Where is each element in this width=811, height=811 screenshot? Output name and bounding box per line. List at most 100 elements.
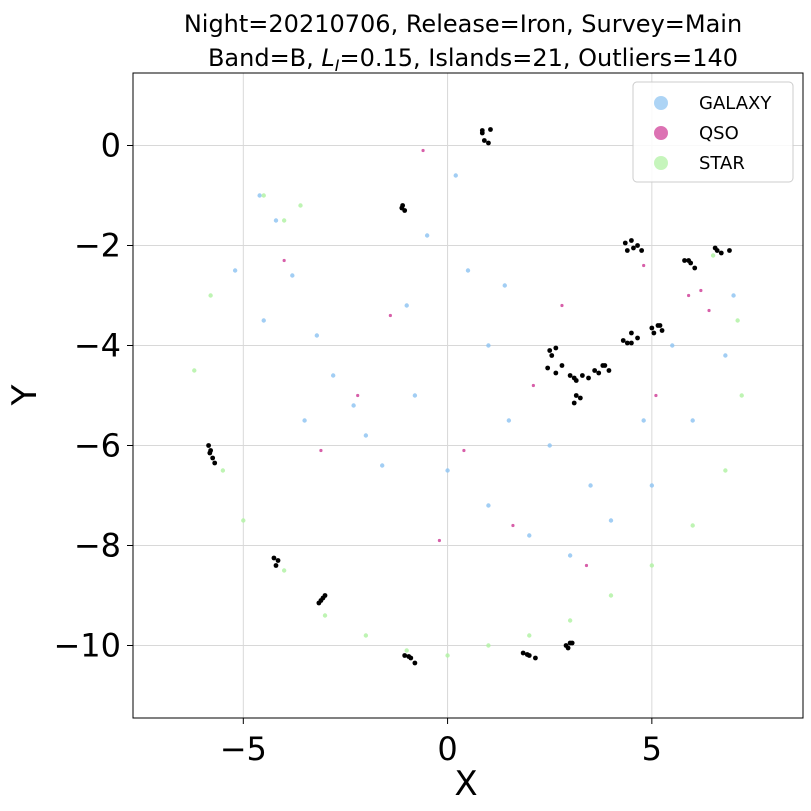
island-point: [624, 248, 630, 253]
galaxy-point: [588, 483, 593, 488]
x-tick-label: 0: [437, 730, 457, 768]
qso-point: [282, 258, 286, 263]
island-point: [577, 395, 583, 401]
qso-point: [560, 303, 564, 308]
title-band-part: Band=B,: [208, 44, 321, 72]
star-point: [322, 613, 328, 618]
galaxy-point: [351, 403, 356, 408]
galaxy-point: [670, 343, 675, 348]
y-tick-label: −4: [74, 327, 121, 365]
star-point: [527, 633, 532, 638]
galaxy-point: [424, 233, 430, 238]
star-point: [241, 518, 246, 523]
island-point: [573, 393, 579, 398]
island-point: [657, 323, 663, 328]
qso-point: [584, 563, 589, 568]
galaxy-point: [404, 303, 409, 308]
qso-point: [642, 263, 646, 268]
star-point: [261, 193, 266, 198]
island-point: [545, 365, 551, 371]
island-point: [565, 645, 571, 651]
star-point: [192, 368, 197, 373]
title-L-subscript: I: [335, 56, 340, 75]
star-point: [404, 648, 409, 653]
island-point: [692, 265, 698, 271]
star-point: [735, 318, 740, 323]
star-points: [192, 193, 744, 658]
island-point: [659, 328, 665, 333]
galaxy-point: [261, 318, 266, 323]
island-point: [586, 375, 591, 381]
qso-point: [356, 393, 360, 398]
island-point: [481, 138, 487, 143]
island-point: [727, 248, 732, 253]
island-point: [571, 375, 577, 381]
island-point: [406, 654, 412, 659]
island-point: [579, 373, 585, 378]
island-point: [629, 330, 634, 336]
island-point: [649, 325, 655, 331]
island-point: [488, 127, 493, 132]
qso-point: [437, 538, 442, 543]
galaxy-point: [330, 373, 336, 378]
qso-points: [282, 148, 711, 568]
galaxy-point: [232, 268, 238, 273]
island-point: [629, 340, 634, 346]
galaxy-point: [445, 468, 450, 473]
qso-point: [531, 383, 535, 388]
x-axis-label: X: [454, 764, 477, 804]
qso-point: [511, 523, 515, 528]
y-axis-ticks: 0 −2 −4 −6 −8 −10: [53, 127, 133, 665]
star-point: [710, 253, 716, 258]
island-point: [206, 443, 211, 448]
island-point: [714, 248, 720, 253]
galaxy-point: [641, 418, 646, 423]
x-axis-ticks: −5 0 5: [220, 718, 662, 768]
island-point: [651, 330, 657, 336]
island-point: [524, 652, 530, 657]
qso-point: [462, 448, 466, 453]
chart-title-line2: Band=B, LI=0.15, Islands=21, Outliers=14…: [208, 44, 738, 75]
island-point: [273, 563, 279, 568]
island-point: [622, 240, 628, 246]
island-point: [635, 243, 640, 248]
island-point: [399, 205, 405, 211]
galaxy-point: [412, 393, 418, 398]
legend-label-qso: QSO: [699, 123, 739, 144]
island-point: [553, 345, 559, 351]
galaxy-point: [567, 553, 573, 558]
island-point: [318, 598, 324, 603]
galaxy-point: [486, 343, 491, 348]
galaxy-points: [232, 173, 736, 558]
galaxy-point: [547, 443, 552, 448]
star-point: [690, 523, 695, 528]
chart-title-line1: Night=20210706, Release=Iron, Survey=Mai…: [184, 10, 742, 38]
star-point: [649, 563, 655, 568]
island-point: [602, 363, 608, 368]
galaxy-point: [506, 418, 512, 423]
y-tick-label: −2: [74, 227, 121, 265]
island-point: [271, 555, 277, 561]
island-points: [206, 127, 732, 666]
legend: GALAXY QSO STAR: [632, 81, 794, 183]
star-point: [739, 393, 744, 398]
y-tick-label: −6: [74, 427, 121, 465]
island-point: [549, 353, 555, 358]
qso-point: [699, 288, 703, 293]
island-point: [533, 655, 538, 661]
galaxy-point: [465, 268, 471, 273]
y-tick-label: −10: [53, 627, 121, 665]
star-point: [567, 618, 573, 623]
qso-point: [654, 393, 658, 398]
star-point: [220, 468, 226, 473]
galaxy-point: [723, 353, 728, 358]
island-point: [567, 640, 573, 646]
qso-point: [388, 313, 392, 318]
star-point: [608, 593, 614, 598]
galaxy-point: [273, 218, 279, 223]
x-tick-label: 5: [642, 730, 662, 768]
star-point: [445, 653, 450, 658]
galaxy-point: [380, 463, 385, 468]
island-point: [275, 558, 281, 563]
